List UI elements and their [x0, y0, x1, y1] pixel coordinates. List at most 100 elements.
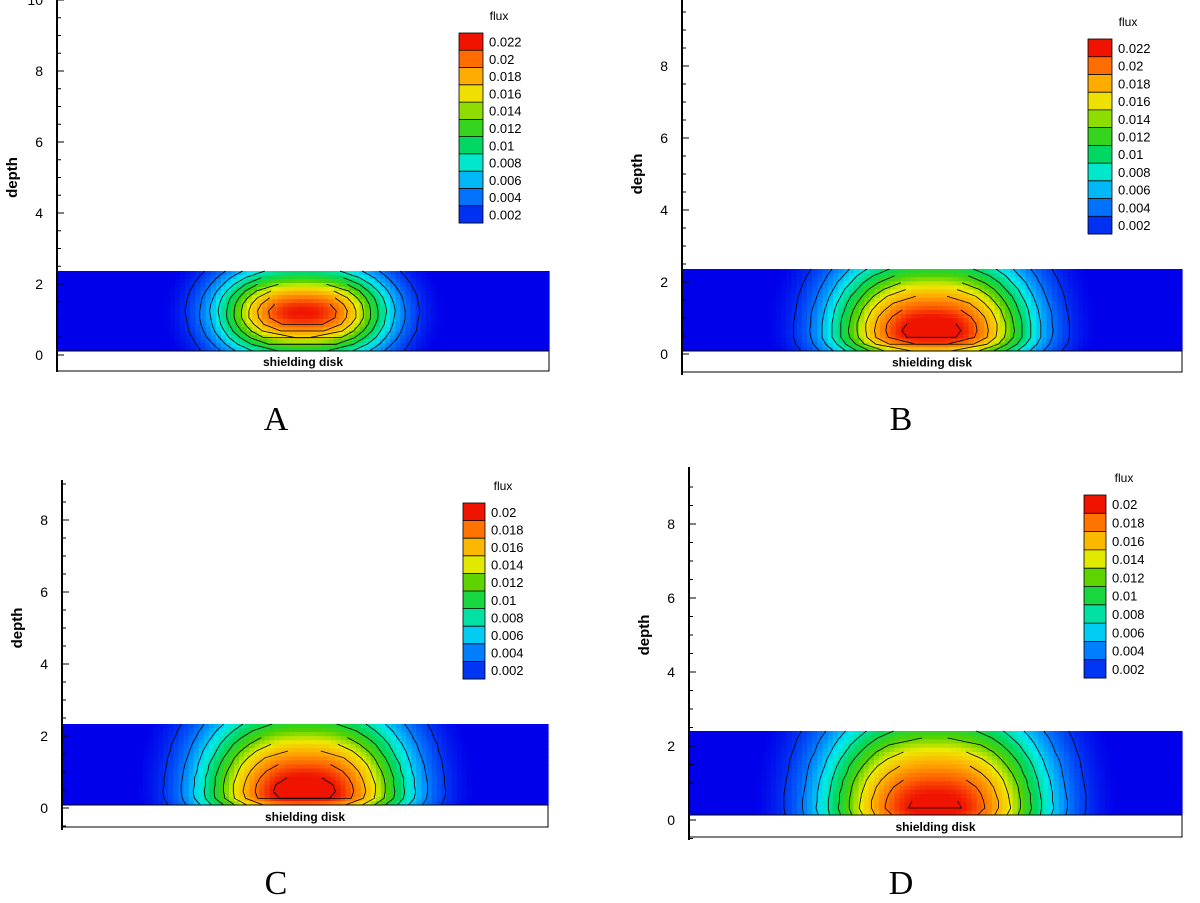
flux-cell — [280, 740, 286, 745]
flux-cell — [1021, 322, 1027, 327]
flux-cell — [206, 319, 212, 324]
flux-cell — [1005, 335, 1011, 340]
flux-cell — [298, 339, 304, 344]
flux-cell — [170, 291, 176, 296]
flux-cell — [989, 322, 995, 327]
flux-cell — [421, 732, 427, 737]
flux-cell — [502, 728, 508, 733]
flux-cell — [958, 310, 964, 315]
flux-cell — [901, 322, 907, 327]
flux-cell — [739, 322, 745, 327]
flux-cell — [1078, 335, 1084, 340]
flux-cell — [375, 295, 381, 300]
flux-cell — [462, 315, 468, 320]
flux-cell — [275, 760, 281, 765]
flux-cell — [457, 327, 463, 332]
flux-cell — [870, 269, 876, 274]
flux-cell — [477, 283, 483, 288]
flux-cell — [838, 306, 844, 311]
flux-cell — [1036, 290, 1042, 295]
flux-cell — [67, 275, 73, 280]
flux-cell — [411, 728, 417, 733]
flux-cell — [833, 273, 839, 278]
flux-cell — [498, 295, 504, 300]
flux-cell — [765, 322, 771, 327]
flux-cell — [472, 728, 478, 733]
flux-cell — [436, 323, 442, 328]
flux-cell — [958, 281, 964, 286]
flux-cell — [513, 307, 519, 312]
flux-cell — [529, 315, 535, 320]
flux-cell — [62, 327, 68, 332]
flux-cell — [267, 271, 273, 276]
flux-cell — [178, 740, 184, 745]
flux-legend: flux0.0220.020.0180.0160.0140.0120.010.0… — [459, 9, 522, 224]
flux-cell — [797, 331, 803, 336]
flux-cell — [776, 269, 782, 274]
flux-cell — [170, 271, 176, 276]
flux-cell — [927, 331, 933, 336]
flux-cell — [370, 343, 376, 348]
flux-cell — [401, 756, 407, 761]
flux-cell — [160, 275, 166, 280]
flux-cell — [958, 273, 964, 278]
flux-cell — [979, 331, 985, 336]
flux-cell — [508, 327, 514, 332]
flux-cell — [771, 326, 777, 331]
flux-cell — [791, 277, 797, 282]
flux-cell — [786, 273, 792, 278]
flux-cell — [123, 756, 129, 761]
flux-cell — [447, 728, 453, 733]
flux-cell — [1057, 335, 1063, 340]
flux-cell — [534, 339, 540, 344]
flux-cell — [170, 315, 176, 320]
flux-cell — [427, 748, 433, 753]
flux-cell — [718, 273, 724, 278]
flux-cell — [1088, 331, 1094, 336]
flux-cell — [864, 273, 870, 278]
flux-cell — [165, 315, 171, 320]
flux-cell — [88, 271, 94, 276]
flux-cell — [523, 323, 529, 328]
flux-cell — [436, 343, 442, 348]
flux-cell — [103, 756, 109, 761]
flux-cell — [436, 283, 442, 288]
flux-cell — [144, 331, 150, 336]
flux-cell — [1109, 306, 1115, 311]
flux-cell — [849, 285, 855, 290]
flux-cell — [175, 291, 181, 296]
flux-cell — [185, 279, 191, 284]
flux-cell — [400, 343, 406, 348]
flux-cell — [477, 311, 483, 316]
flux-cell — [543, 744, 549, 749]
flux-cell — [797, 339, 803, 344]
flux-cell — [497, 724, 503, 729]
flux-cell — [534, 291, 540, 296]
flux-cell — [234, 765, 240, 770]
flux-cell — [62, 331, 68, 336]
flux-cell — [346, 752, 352, 757]
flux-cell — [285, 736, 291, 741]
flux-cell — [968, 290, 974, 295]
flux-cell — [1031, 335, 1037, 340]
legend-swatch — [1088, 128, 1112, 146]
legend-swatch — [459, 102, 483, 120]
flux-cell — [1099, 269, 1105, 274]
flux-cell — [802, 335, 808, 340]
flux-cell — [487, 728, 493, 733]
flux-cell — [1114, 339, 1120, 344]
flux-cell — [77, 736, 83, 741]
flux-cell — [175, 283, 181, 288]
flux-cell — [290, 744, 296, 749]
flux-cell — [760, 335, 766, 340]
flux-cell — [87, 740, 93, 745]
flux-cell — [139, 335, 145, 340]
flux-cell — [739, 294, 745, 299]
flux-cell — [447, 319, 453, 324]
flux-cell — [97, 740, 103, 745]
flux-cell — [1093, 322, 1099, 327]
flux-cell — [283, 339, 289, 344]
flux-cell — [916, 269, 922, 274]
flux-cell — [786, 310, 792, 315]
flux-cell — [83, 299, 89, 304]
